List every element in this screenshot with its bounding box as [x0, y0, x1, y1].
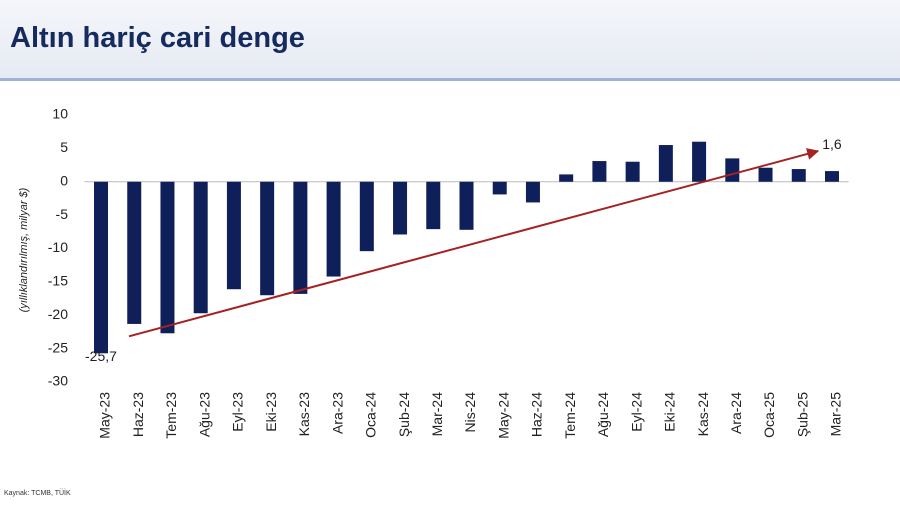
chart-title: Altın hariç cari denge	[10, 22, 305, 54]
bar	[791, 169, 806, 182]
x-tick-label: Mar-24	[429, 392, 445, 437]
x-tick-label: May-23	[97, 392, 113, 439]
bar	[824, 171, 839, 182]
x-tick-label: Oca-24	[363, 392, 379, 438]
x-tick-label: Şub-24	[396, 392, 412, 437]
bar	[293, 181, 308, 294]
bar	[459, 181, 474, 230]
x-tick-label: Kas-23	[296, 392, 312, 437]
bar	[160, 181, 175, 334]
y-tick-label: -20	[48, 306, 68, 322]
bar	[525, 181, 540, 203]
x-tick-label: Eyl-23	[230, 392, 246, 432]
x-tick-label: Haz-23	[130, 392, 146, 437]
x-tick-label: Ağu-23	[196, 392, 212, 437]
source: Kaynak: TCMB, TÜİK	[4, 490, 71, 497]
bar	[492, 181, 507, 195]
x-tick-label: Eki-23	[263, 392, 279, 432]
x-tick-label: Kas-24	[695, 392, 711, 437]
x-tick-label: Ağu-24	[595, 392, 611, 437]
bar	[359, 181, 374, 252]
y-tick-label: 10	[52, 106, 68, 122]
x-tick-label: May-24	[495, 392, 511, 439]
y-axis-label: (yıllıklandırılmış, milyar $)	[18, 187, 30, 312]
y-tick-label: -5	[56, 206, 69, 222]
x-tick-label: Eki-24	[662, 392, 678, 432]
x-tick-label: Ara-23	[329, 392, 345, 434]
bar	[758, 167, 773, 182]
header: Altın hariç cari denge	[0, 0, 900, 81]
bar	[592, 161, 607, 182]
y-tick-label: 0	[60, 172, 68, 188]
bar	[260, 181, 275, 296]
y-tick-label: 5	[60, 139, 68, 155]
y-tick-label: -30	[48, 373, 68, 389]
x-tick-label: Nis-24	[462, 392, 478, 433]
data-label: 1,6	[822, 136, 842, 152]
x-tick-label: Mar-25	[828, 392, 844, 437]
bar	[193, 181, 208, 314]
x-tick-label: Tem-23	[163, 392, 179, 439]
x-tick-label: Haz-24	[529, 392, 545, 437]
data-label: -25,7	[85, 348, 117, 364]
bar	[94, 181, 109, 354]
x-tick-label: Oca-25	[761, 392, 777, 438]
bar	[393, 181, 408, 235]
x-tick-label: Ara-24	[728, 392, 744, 434]
bar	[426, 181, 441, 230]
y-tick-label: -25	[48, 339, 68, 355]
y-tick-label: -15	[48, 273, 68, 289]
x-tick-label: Tem-24	[562, 392, 578, 439]
bar	[127, 181, 142, 324]
x-tick-label: Şub-25	[794, 392, 810, 437]
bar	[625, 161, 640, 182]
x-tick-label: Eyl-24	[628, 392, 644, 432]
bar	[326, 181, 341, 277]
y-tick-label: -10	[48, 239, 68, 255]
bar	[725, 158, 740, 182]
bar	[692, 141, 707, 182]
bar	[559, 174, 574, 182]
bar	[226, 181, 241, 290]
trend-arrow	[128, 148, 820, 338]
bar	[658, 145, 673, 182]
